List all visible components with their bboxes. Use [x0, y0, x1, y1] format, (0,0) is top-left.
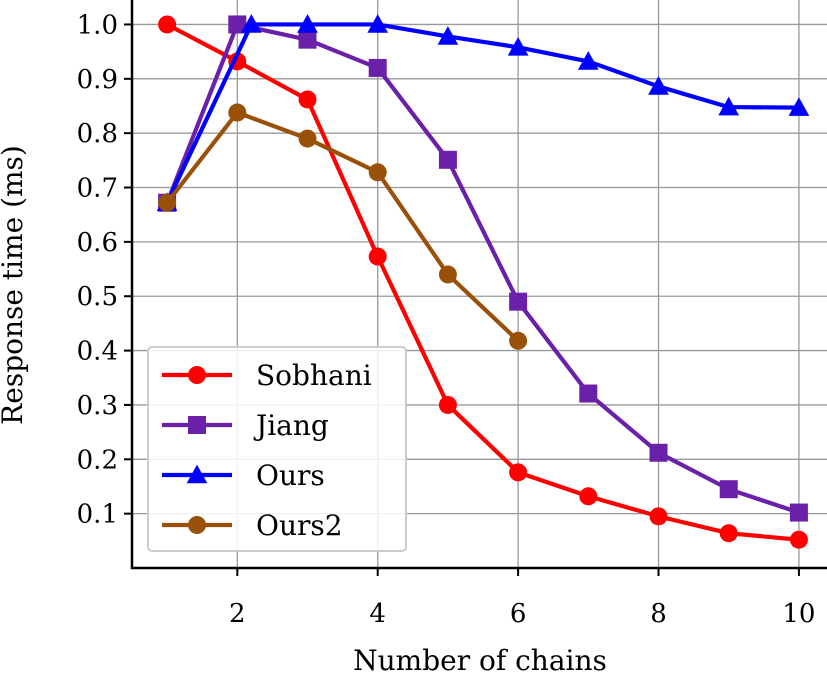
data-point — [789, 503, 808, 522]
series-group — [156, 14, 810, 549]
data-point — [188, 416, 206, 434]
data-point — [579, 384, 598, 403]
data-point — [509, 292, 528, 311]
data-point — [228, 103, 247, 122]
data-point — [228, 15, 247, 34]
series-ours2 — [158, 103, 528, 350]
y-tick-label: 0.8 — [77, 119, 118, 149]
y-tick-label: 0.6 — [77, 228, 118, 258]
data-point — [298, 129, 317, 148]
data-point — [437, 26, 459, 45]
x-tick-label: 2 — [229, 599, 246, 629]
data-point — [367, 14, 389, 33]
data-point — [649, 443, 668, 462]
data-point — [368, 247, 387, 266]
series-sobhani — [158, 15, 808, 549]
y-tick-label: 0.4 — [77, 337, 118, 367]
data-point — [368, 163, 387, 182]
y-tick-label: 0.1 — [77, 500, 118, 530]
data-point — [509, 331, 528, 350]
legend: Sobhani Jiang Ours Ours2 — [147, 346, 407, 552]
data-point — [719, 480, 738, 499]
y-tick-label: 0.7 — [77, 174, 118, 204]
ticks: 2 4 6 8 10 0.1 0.2 0.3 0.4 0.5 0.6 0.7 0.8 0.9 1.0 — [77, 10, 816, 629]
y-tick-label: 0.3 — [77, 391, 118, 421]
legend-box — [147, 346, 407, 552]
y-axis-title: Response time (ms) — [0, 145, 29, 425]
y-tick-label: 0.9 — [77, 65, 118, 95]
axes — [130, 0, 827, 570]
data-point — [368, 58, 387, 77]
data-point — [719, 524, 738, 543]
data-point — [509, 463, 528, 482]
series-ours — [156, 14, 810, 212]
data-point — [188, 366, 206, 384]
data-point — [240, 14, 262, 33]
data-point — [507, 36, 529, 56]
legend-item: Jiang — [162, 409, 329, 442]
data-point — [158, 15, 177, 34]
x-tick-label: 10 — [782, 599, 815, 629]
data-point — [577, 51, 599, 70]
data-point — [438, 265, 457, 284]
data-point — [718, 96, 740, 116]
x-tick-label: 6 — [510, 599, 527, 629]
series-line — [165, 22, 800, 515]
data-point — [648, 76, 669, 95]
data-point — [297, 14, 318, 33]
x-tick-label: 8 — [650, 599, 667, 629]
data-point — [649, 507, 668, 526]
legend-label: Sobhani — [256, 359, 372, 392]
legend-item: Sobhani — [162, 359, 372, 392]
series-line — [165, 110, 520, 343]
data-point — [298, 30, 317, 49]
data-point — [789, 530, 808, 549]
legend-item: Ours2 — [162, 509, 343, 542]
x-tick-label: 4 — [369, 599, 386, 629]
data-point — [158, 193, 177, 212]
data-point — [298, 90, 317, 109]
x-axis-title: Number of chains — [353, 644, 607, 677]
legend-item: Ours — [162, 459, 325, 492]
series-line — [165, 22, 799, 204]
legend-label: Ours — [256, 459, 325, 492]
data-point — [788, 97, 810, 116]
series-line — [166, 22, 800, 542]
y-tick-label: 0.5 — [77, 282, 118, 312]
y-tick-label: 0.2 — [77, 445, 118, 475]
y-tick-label: 1.0 — [77, 10, 118, 40]
data-point — [438, 150, 457, 169]
data-point — [438, 395, 457, 414]
data-point — [579, 487, 598, 506]
data-point — [188, 516, 206, 534]
legend-label: Jiang — [253, 409, 329, 442]
legend-label: Ours2 — [256, 509, 343, 542]
data-point — [186, 464, 208, 484]
